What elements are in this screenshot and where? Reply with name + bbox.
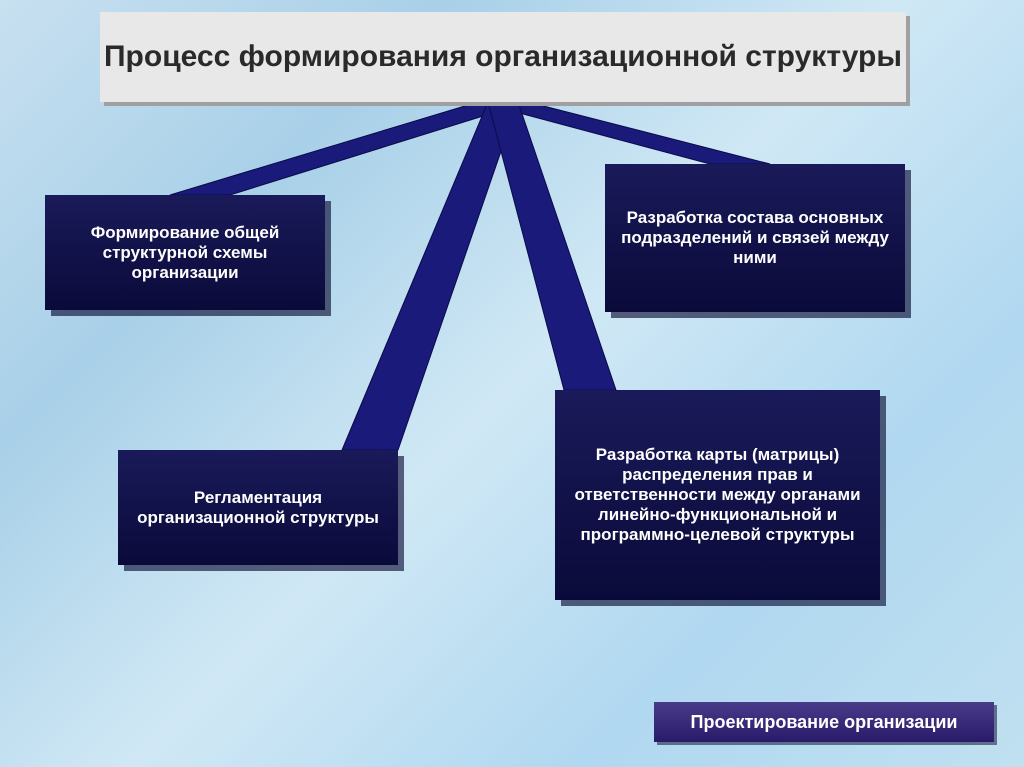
connector-lines: [0, 0, 1024, 767]
node-label: Регламентация организационной структуры: [130, 488, 386, 528]
node-rights-matrix: Разработка карты (матрицы) распределения…: [555, 390, 880, 600]
slide-container: Процесс формирования организационной стр…: [0, 0, 1024, 767]
node-division-composition: Разработка состава основных подразделени…: [605, 164, 905, 312]
node-label: Формирование общей структурной схемы орг…: [57, 223, 313, 283]
footer-badge: Проектирование организации: [654, 702, 994, 742]
title-box: Процесс формирования организационной стр…: [100, 12, 906, 102]
title-text: Процесс формирования организационной стр…: [104, 39, 902, 75]
footer-text: Проектирование организации: [691, 712, 958, 733]
node-label: Разработка состава основных подразделени…: [617, 208, 893, 268]
node-label: Разработка карты (матрицы) распределения…: [567, 445, 868, 545]
node-formation-scheme: Формирование общей структурной схемы орг…: [45, 195, 325, 310]
node-regulation: Регламентация организационной структуры: [118, 450, 398, 565]
